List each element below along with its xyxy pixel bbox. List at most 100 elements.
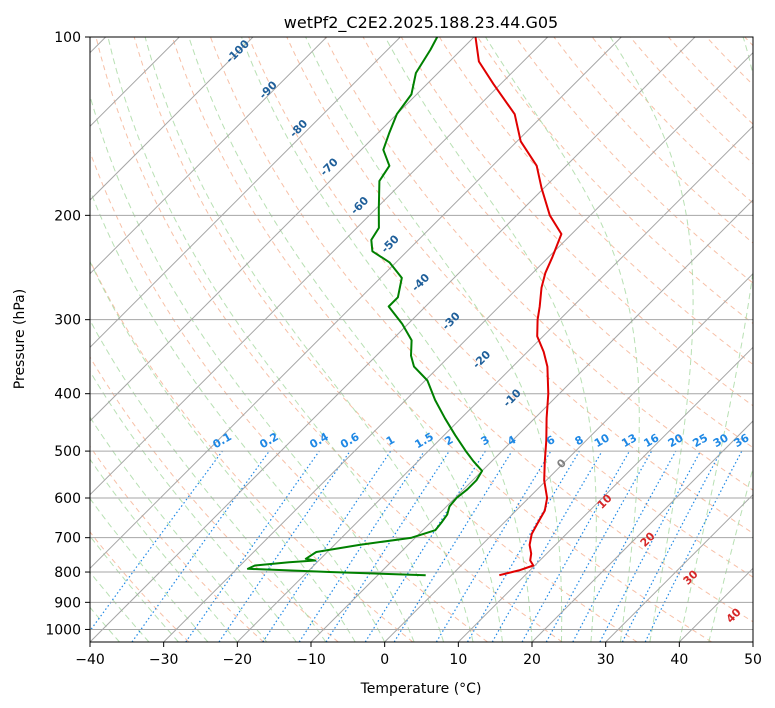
isotherm-line [678,567,753,642]
moist-adiabat-line [240,37,533,642]
dry-adiabat-line [90,150,488,642]
adiabat-label: -20 [470,348,493,371]
mixing-ratio-line [364,450,486,642]
y-tick-label: 1000 [45,622,81,638]
x-tick-label: 50 [744,652,762,668]
y-tick-label: 200 [54,208,81,224]
isotherm-line [236,125,753,642]
dry-adiabat-line [400,37,753,407]
x-tick-label: 40 [670,652,688,668]
y-tick-label: 300 [54,313,81,329]
mixing-ratio-label: 2 [442,433,455,448]
isotherms [90,37,753,642]
isotherm-line [90,37,696,642]
moist-adiabat-line [90,260,356,642]
moist-adiabat-line [90,535,179,642]
mixing-ratio-label: 25 [690,431,710,450]
mixing-ratio-line [491,450,603,642]
isotherm-line [752,641,753,642]
mixing-ratio-line [218,450,351,642]
chart-title: wetPf2_C2E2.2025.188.23.44.G05 [284,13,558,33]
dry-adiabat-line [90,259,414,642]
adiabat-label: 10 [595,491,615,511]
mixing-ratio-label: 0.2 [257,430,280,451]
mixing-ratio-line [521,450,631,642]
mixing-ratio-line [325,450,450,642]
moist-adiabat-line [90,370,297,642]
mixing-ratio-line [185,450,320,642]
moist-adiabat-line [305,37,563,642]
mixing-ratio-label: 0.1 [210,430,233,451]
moist-adiabat-line [144,37,474,642]
mixing-ratio-line [393,450,513,642]
temperature-profile [474,37,563,577]
moist-adiabat-line [708,466,753,642]
moist-adiabat-line [90,319,327,642]
plot-frame [89,36,754,643]
mixing-ratio-label: 16 [641,431,661,450]
moist-adiabat-line [384,37,597,642]
isotherm-line [90,37,475,422]
moist-adiabat-line [609,37,694,642]
dry-adiabat-line [438,37,753,366]
x-tick-label: 10 [449,652,467,668]
dry-adiabat-line [133,37,638,642]
dry-adiabat-line [90,531,190,642]
dry-adiabats [90,37,753,642]
moist-adiabat-line [90,416,268,642]
isotherm-line [90,37,401,349]
x-axis-label: Temperature (°C) [360,681,482,697]
moist-adiabat-line [90,188,386,642]
isotherm-line [384,272,753,642]
x-tick-label: −40 [75,652,105,668]
moist-adiabat-line [188,37,503,642]
isotherm-line [90,37,328,275]
x-axis: −40 −30 −20 −10 0 10 20 30 40 50 [75,642,762,668]
mixing-ratio-line [262,450,392,642]
mixing-ratio-line [90,450,223,632]
mixing-ratio-label: 0.4 [307,430,331,451]
mixing-ratio-label: 1 [384,433,397,448]
moist-adiabat-line [107,37,445,642]
moist-adiabats [90,37,753,642]
adiabat-label: 30 [681,567,701,587]
moist-adiabat-line [90,497,209,642]
dry-adiabat-line [286,37,753,534]
y-tick-label: 800 [54,565,81,581]
isotherm-line [310,199,753,642]
x-tick-label: 30 [597,652,615,668]
moist-adiabat-line [90,458,238,642]
adiabat-label: -50 [379,232,402,255]
x-tick-label: −30 [149,652,179,668]
mixing-ratio-line [435,450,552,642]
y-tick-label: 600 [54,491,81,507]
mixing-ratio-line [545,450,653,642]
mixing-ratio-label: 13 [619,431,639,450]
isotherm-line [457,346,753,642]
mixing-ratio-lines [90,450,743,642]
y-tick-label: 400 [54,387,81,403]
moist-adiabat-line [90,94,415,642]
y-tick-label: 500 [54,444,81,460]
isotherm-line [531,420,753,642]
dry-adiabat-line [706,37,753,86]
mixing-ratio-label: 8 [573,433,586,448]
x-tick-label: −20 [223,652,253,668]
adiabat-label: -80 [287,117,310,140]
y-axis: 100 200 300 400 500 600 700 800 900 1000 [45,30,90,638]
mixing-ratio-label: 36 [732,431,752,450]
y-tick-label: 700 [54,531,81,547]
dry-adiabat-line [553,37,753,244]
isotherm-line [605,493,753,642]
dry-adiabat-line [591,37,753,204]
mixing-ratio-label: 30 [711,431,731,450]
dry-adiabat-line [324,37,753,491]
moist-adiabat-line [484,37,640,642]
plot-area: 0.1 0.2 0.4 0.6 1 1.5 2 3 4 6 8 10 13 16 20 25 30 36-100-… [90,37,753,642]
profile-series [246,37,563,577]
adiabat-label: 20 [638,529,658,549]
mixing-ratio-line [466,450,580,642]
mixing-ratio-label: 10 [592,431,612,450]
pressure-gridlines [90,37,753,630]
isotherm-line [163,51,753,642]
